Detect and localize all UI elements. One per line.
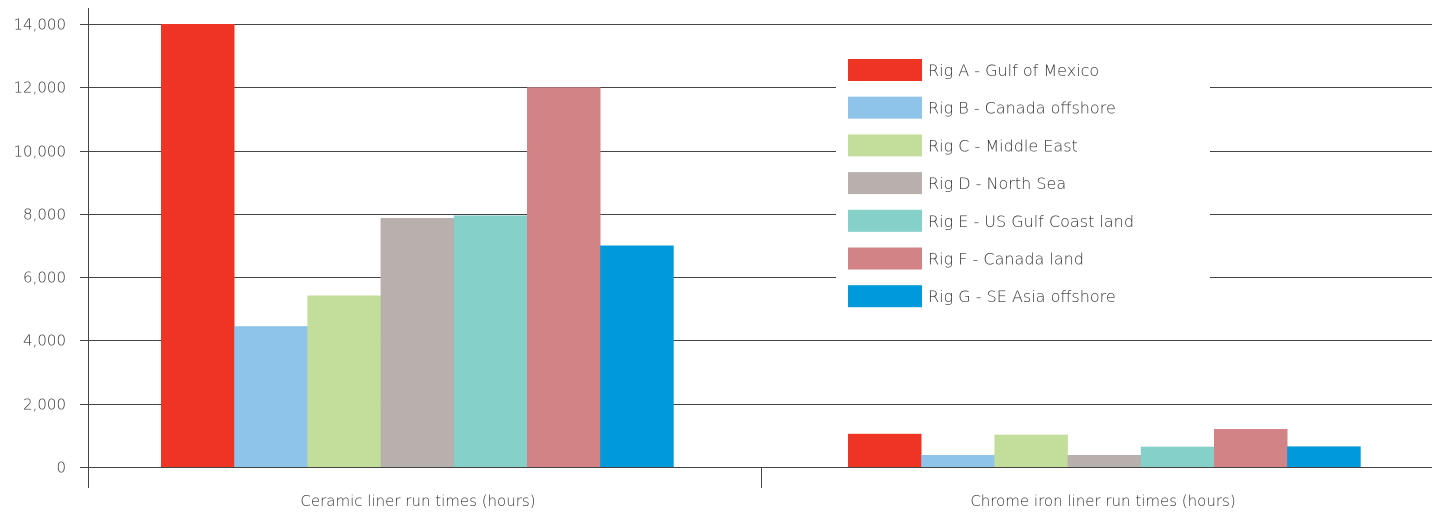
legend-swatch	[848, 172, 922, 195]
legend-label: Rig G - SE Asia offshore	[928, 287, 1116, 306]
bar	[994, 434, 1068, 467]
legend-swatch	[848, 134, 922, 157]
bar	[453, 215, 528, 467]
x-category-label: Chrome iron liner run times (hours)	[970, 492, 1235, 510]
legend-label: Rig D - North Sea	[928, 174, 1066, 193]
bar	[921, 455, 995, 467]
legend-label: Rig E - US Gulf Coast land	[928, 212, 1134, 231]
y-tick-label: 14,000	[14, 16, 67, 34]
legend-swatch	[848, 59, 922, 81]
x-category-label: Ceramic liner run times (hours)	[300, 492, 535, 510]
legend-swatch	[848, 96, 922, 119]
x-axis: Ceramic liner run times (hours) Chrome ir…	[88, 8, 1432, 510]
bars	[161, 24, 1361, 468]
legend-label: Rig A - Gulf of Mexico	[928, 61, 1099, 80]
y-tick-label: 6,000	[23, 269, 66, 287]
bar	[307, 295, 381, 467]
bar	[1140, 446, 1215, 467]
y-tick-label: 10,000	[14, 143, 67, 161]
bar	[1067, 455, 1142, 467]
y-tick-label: 0	[56, 459, 66, 477]
bar	[600, 245, 674, 467]
legend-label: Rig F - Canada land	[928, 250, 1084, 269]
y-tick-label: 2,000	[23, 396, 66, 414]
bar	[527, 87, 601, 468]
y-tick-label: 8,000	[23, 206, 66, 224]
bar	[1214, 429, 1288, 467]
y-tick-label: 4,000	[23, 332, 66, 350]
y-axis-ticks: 0 2,000 4,000 6,000 8,000 10,000 12,000 14,000	[14, 16, 88, 477]
legend: Rig A - Gulf of Mexico Rig B - Canada off…	[836, 48, 1210, 316]
y-tick-label: 12,000	[14, 79, 67, 97]
bar	[380, 218, 455, 467]
bar	[234, 326, 308, 467]
legend-swatch	[848, 285, 922, 308]
bar	[1287, 446, 1361, 467]
legend-swatch	[848, 209, 922, 232]
bar	[161, 24, 235, 467]
legend-label: Rig B - Canada offshore	[928, 99, 1116, 118]
legend-label: Rig C - Middle East	[928, 136, 1078, 155]
legend-swatch	[848, 247, 922, 270]
bar	[848, 433, 922, 467]
